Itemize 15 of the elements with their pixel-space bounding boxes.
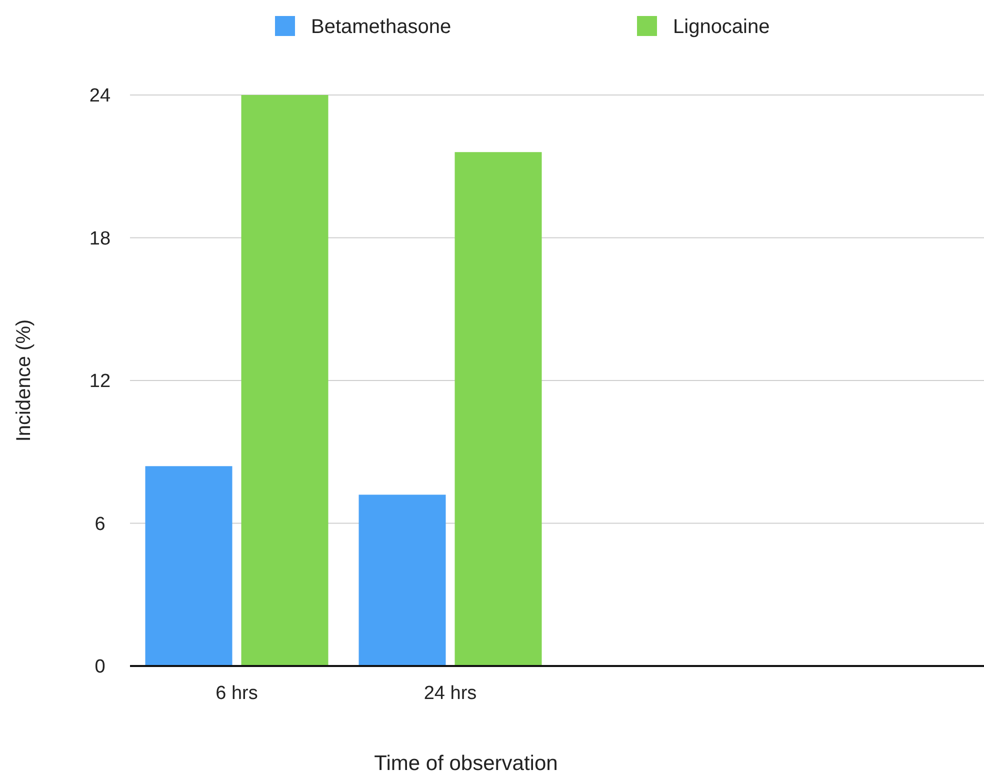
y-tick-label: 18 bbox=[89, 228, 111, 250]
bar bbox=[454, 152, 542, 666]
x-tick-label: 6 hrs bbox=[216, 683, 258, 704]
y-tick-label: 6 bbox=[94, 514, 106, 535]
bar bbox=[145, 466, 232, 666]
y-tick-label: 0 bbox=[94, 656, 106, 678]
x-tick-label: 24 hrs bbox=[424, 683, 477, 704]
x-axis-title: Time of observation bbox=[374, 752, 558, 775]
legend-label: Lignocaine bbox=[673, 16, 770, 38]
legend-label: Betamethasone bbox=[311, 16, 452, 38]
y-tick-label: 24 bbox=[89, 86, 111, 107]
bar bbox=[358, 494, 446, 666]
bar bbox=[241, 95, 328, 666]
y-tick-label: 12 bbox=[89, 371, 111, 392]
y-axis-title: Incidence (%) bbox=[13, 319, 35, 442]
